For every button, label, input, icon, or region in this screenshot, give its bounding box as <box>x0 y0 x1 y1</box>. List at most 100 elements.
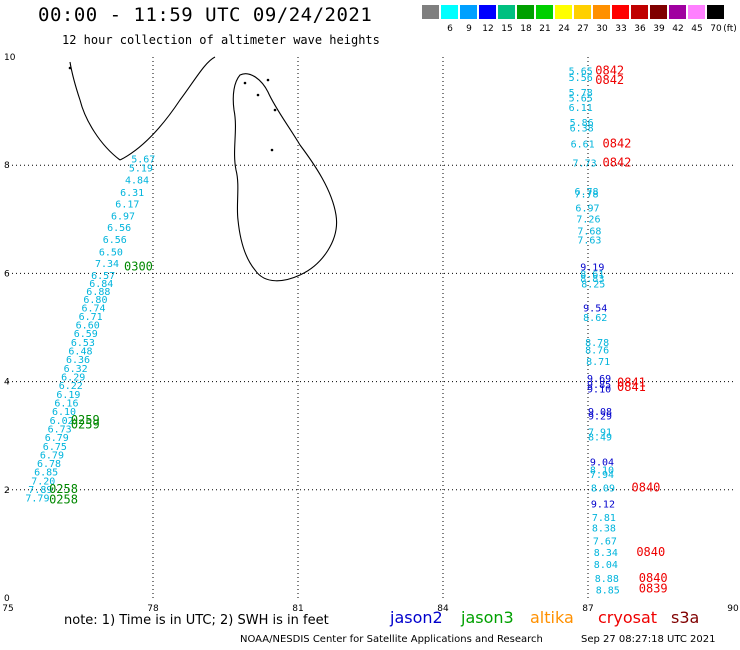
scale-unit: (ft) <box>723 24 737 34</box>
note-text: note: 1) Time is in UTC; 2) SWH is in fe… <box>64 613 329 628</box>
lon-tick-label: 78 <box>147 604 159 614</box>
wave-height-label: 8.10 <box>590 466 614 477</box>
pass-time-label: 0842 <box>595 63 624 77</box>
scale-swatch <box>631 5 648 19</box>
wave-height-label: 8.78 <box>585 338 609 349</box>
scale-label: 15 <box>501 24 513 34</box>
scale-swatch <box>688 5 705 19</box>
wave-height-label: 7.91 <box>588 428 612 439</box>
pass-time-label: 0839 <box>639 582 668 596</box>
pass-time-label: 0842 <box>603 155 632 169</box>
wave-height-label: 8.61 <box>580 270 604 281</box>
scale-label: 30 <box>596 24 608 34</box>
wave-height-label: 6.84 <box>89 279 113 290</box>
wave-height-label: 6.75 <box>43 442 67 453</box>
sri-lanka-coastline <box>232 73 338 282</box>
wave-height-label: 7.67 <box>593 536 617 547</box>
island-mark <box>68 66 72 70</box>
island-mark <box>256 93 260 97</box>
pass-time-label: 0300 <box>124 260 153 274</box>
scale-swatch <box>612 5 629 19</box>
scale-swatch <box>460 5 477 19</box>
legend-altika: altika <box>530 608 574 627</box>
wave-height-label: 7.78 <box>574 190 598 201</box>
wave-height-label: 6.78 <box>37 459 61 470</box>
wave-height-label: 5.65 <box>569 66 593 77</box>
footer-timestamp: Sep 27 08:27:18 UTC 2021 <box>581 634 716 645</box>
wave-height-label: 7.26 <box>576 215 600 226</box>
wave-height-label: 8.34 <box>594 548 618 559</box>
wave-height-label: 6.57 <box>91 271 115 282</box>
wave-height-label: 6.38 <box>570 124 594 135</box>
scale-swatch <box>479 5 496 19</box>
lon-tick-label: 84 <box>437 604 449 614</box>
wave-height-label: 8.25 <box>581 279 605 290</box>
wave-height-label: 9.85 <box>587 380 611 391</box>
india-coastline <box>69 56 216 161</box>
wave-height-label: 6.60 <box>76 321 100 332</box>
wave-height-label: 4.84 <box>125 176 149 187</box>
scale-label: 33 <box>615 24 627 34</box>
wave-height-label: 6.79 <box>40 450 64 461</box>
wave-height-label: 7.79 <box>25 494 49 505</box>
pass-time-label: 0842 <box>603 136 632 150</box>
wave-height-label: 5.78 <box>569 88 593 99</box>
lat-tick-label: 10 <box>4 53 16 63</box>
scale-label: 42 <box>672 24 684 34</box>
scale-label: 9 <box>466 24 472 34</box>
wave-height-label: 6.32 <box>64 364 88 375</box>
wave-height-label: 6.48 <box>68 347 92 358</box>
wave-height-label: 6.78 <box>574 187 598 198</box>
wave-height-label: 9.54 <box>583 303 607 314</box>
wave-height-label: 7.94 <box>590 470 614 481</box>
scale-label: 24 <box>558 24 570 34</box>
scale-label: 6 <box>447 24 453 34</box>
pass-time-label: 0841 <box>617 375 646 389</box>
scale-swatch <box>574 5 591 19</box>
footer-credit: NOAA/NESDIS Center for Satellite Applica… <box>240 634 543 645</box>
scale-swatch <box>669 5 686 19</box>
wave-height-label: 6.17 <box>115 199 139 210</box>
scale-swatch <box>517 5 534 19</box>
pass-time-label: 0259 <box>71 413 100 427</box>
legend-cryosat: cryosat <box>598 608 658 627</box>
wave-height-label: 9.08 <box>588 407 612 418</box>
wave-height-label: 7.20 <box>31 476 55 487</box>
pass-time-label: 0840 <box>636 545 665 559</box>
wave-height-label: 9.19 <box>580 263 604 274</box>
island-mark <box>273 108 277 112</box>
scale-swatch <box>422 5 439 19</box>
wave-height-label: 6.29 <box>61 373 85 384</box>
wave-height-label: 6.53 <box>71 338 95 349</box>
wave-height-label: 8.49 <box>588 433 612 444</box>
lat-tick-label: 4 <box>4 378 10 388</box>
wave-height-label: 6.16 <box>54 398 78 409</box>
wave-height-label: 6.85 <box>34 468 58 479</box>
wave-height-label: 9.04 <box>590 457 614 468</box>
wave-height-label: 6.02 <box>50 416 74 427</box>
wave-height-label: 7.89 <box>28 485 52 496</box>
wave-height-label: 6.56 <box>107 223 131 234</box>
wave-height-label: 6.22 <box>59 381 83 392</box>
chart-subtitle: 12 hour collection of altimeter wave hei… <box>62 33 380 47</box>
lat-tick-label: 2 <box>4 486 10 496</box>
pass-time-label: 0259 <box>71 418 100 432</box>
wave-height-label: 7.81 <box>592 513 616 524</box>
lat-tick-label: 8 <box>4 161 10 171</box>
scale-label: 21 <box>539 24 551 34</box>
pass-time-label: 0840 <box>632 480 661 494</box>
scale-label: 18 <box>520 24 532 34</box>
wave-height-label: 6.11 <box>569 103 593 114</box>
scale-swatch <box>498 5 515 19</box>
wave-height-label: 8.76 <box>585 345 609 356</box>
chart-title: 00:00 - 11:59 UTC 09/24/2021 <box>38 4 373 26</box>
legend-jason2: jason2 <box>390 608 443 627</box>
wave-height-label: 6.80 <box>83 295 107 306</box>
wave-height-label: 6.88 <box>86 287 110 298</box>
wave-height-label: 8.85 <box>596 586 620 597</box>
wave-height-label: 5.19 <box>129 164 153 175</box>
wave-height-label: 6.97 <box>575 204 599 215</box>
pass-time-label: 0841 <box>617 380 646 394</box>
scale-label: 39 <box>653 24 665 34</box>
